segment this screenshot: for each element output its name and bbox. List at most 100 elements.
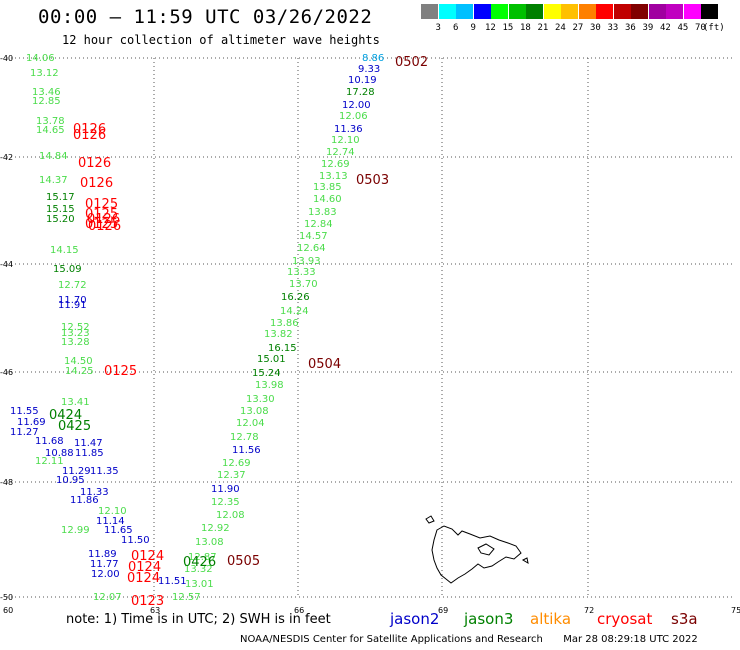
scale-label: 36 [625, 23, 636, 33]
pass-id-label: 0424 [49, 408, 82, 423]
pass-id-label: 0124 [131, 549, 164, 564]
legend-item-jason2: jason2 [390, 610, 440, 628]
wave-height-label: 11.55 [10, 406, 39, 417]
wave-height-label: 12.00 [91, 569, 120, 580]
wave-height-label: 12.10 [98, 506, 127, 517]
wave-height-label: 12.08 [216, 510, 245, 521]
pass-id-label: 0505 [227, 554, 260, 569]
wave-height-label: 11.70 [58, 295, 87, 306]
wave-height-label: 11.47 [74, 438, 103, 449]
pass-id-label: 0503 [356, 173, 389, 188]
wave-height-label: 11.65 [104, 525, 133, 536]
wave-height-label: 14.06 [26, 53, 55, 64]
wave-height-label: 11.35 [90, 466, 119, 477]
wave-height-label: 15.15 [46, 204, 75, 215]
wave-height-label: 10.19 [348, 75, 377, 86]
pass-id-label: 0126 [73, 122, 106, 137]
wave-height-label: 13.28 [61, 337, 90, 348]
scale-swatch [683, 4, 701, 19]
wave-height-label: 13.32 [184, 564, 213, 575]
wave-height-label: 8.86 [362, 53, 384, 64]
wave-height-label: 11.33 [80, 487, 109, 498]
wave-height-label: 12.04 [236, 418, 265, 429]
wave-height-label: 11.51 [158, 576, 187, 587]
scale-swatch [648, 4, 666, 19]
scale-swatch [631, 4, 648, 19]
wave-height-label: 11.89 [88, 549, 117, 560]
scale-swatch [666, 4, 683, 19]
wave-height-label: 14.15 [50, 245, 79, 256]
wave-height-label: 13.08 [195, 537, 224, 548]
lon-tick-label: 66 [294, 606, 304, 615]
wave-height-label: 13.12 [30, 68, 59, 79]
islet [521, 557, 529, 565]
lon-tick-label: 69 [438, 606, 448, 615]
wave-height-label: 12.87 [188, 552, 217, 563]
wave-height-label: 15.20 [46, 214, 75, 225]
wave-height-label: 16.26 [281, 292, 310, 303]
wave-height-label: 11.69 [17, 417, 46, 428]
lat-tick-label: -46 [0, 368, 13, 377]
wave-height-label: 17.28 [346, 87, 375, 98]
wave-height-label: 12.00 [342, 100, 371, 111]
wave-height-label: 12.85 [32, 96, 61, 107]
scale-label: 15 [502, 23, 514, 33]
wave-height-label: 13.30 [246, 394, 275, 405]
wave-height-label: 12.64 [297, 243, 326, 254]
scale-label: 70 [695, 23, 706, 33]
pass-id-label: 0126 [80, 176, 113, 191]
wave-height-values: 8.869.3310.1917.2812.0012.0611.3612.1012… [10, 53, 384, 603]
scale-swatch [421, 4, 438, 19]
pass-id-label: 0125 [85, 217, 118, 232]
wave-height-label: 14.60 [313, 194, 342, 205]
lat-tick-label: -40 [0, 54, 13, 63]
pass-id-label: 0502 [395, 55, 428, 70]
wave-height-label: 14.57 [299, 231, 328, 242]
wave-height-label: 12.57 [172, 592, 201, 603]
wave-height-label: 12.74 [326, 147, 355, 158]
wave-height-label: 11.90 [211, 484, 240, 495]
scale-swatch [438, 4, 456, 19]
scale-swatch [578, 4, 596, 19]
pass-id-label: 0504 [308, 357, 341, 372]
wave-height-label: 15.09 [53, 264, 82, 275]
scale-swatch [701, 4, 718, 19]
pass-id-label: 0124 [127, 571, 160, 586]
scale-swatch [596, 4, 613, 19]
scale-swatch [613, 4, 631, 19]
wave-height-label: 13.78 [36, 116, 65, 127]
wave-height-label: 12.69 [321, 159, 350, 170]
legend-item-altika: altika [530, 610, 572, 628]
wave-height-label: 11.14 [96, 516, 125, 527]
wave-height-label: 13.86 [270, 318, 299, 329]
wave-height-label: 11.27 [10, 427, 39, 438]
scale-swatch [456, 4, 473, 19]
pass-id-label: 0126 [73, 128, 106, 143]
lat-lon-grid [7, 58, 735, 597]
islet [425, 515, 435, 524]
units-note: note: 1) Time is in UTC; 2) SWH is in fe… [66, 612, 331, 627]
pass-id-label: 0125 [85, 197, 118, 212]
lon-tick-label: 72 [584, 606, 594, 615]
wave-height-label: 13.46 [32, 87, 61, 98]
wave-height-label: 12.35 [211, 497, 240, 508]
scale-label: 42 [660, 23, 671, 33]
lat-tick-label: -44 [0, 260, 13, 269]
pass-id-label: 0125 [85, 207, 118, 222]
scale-label: 9 [470, 23, 476, 33]
wave-height-label: 14.50 [64, 356, 93, 367]
wave-height-label: 13.98 [255, 380, 284, 391]
pass-id-label: 0123 [131, 594, 164, 609]
scale-swatch [508, 4, 526, 19]
legend-item-cryosat: cryosat [597, 610, 653, 628]
wave-height-label: 11.85 [75, 448, 104, 459]
wave-height-label: 13.13 [319, 171, 348, 182]
wave-height-label: 11.91 [58, 300, 87, 311]
pass-id-label: 0126 [78, 156, 111, 171]
wave-height-label: 12.99 [61, 525, 90, 536]
kerguelen-island [431, 525, 522, 584]
lat-tick-label: -48 [0, 478, 13, 487]
wave-height-label: 12.07 [93, 592, 122, 603]
wave-height-label: 14.37 [39, 175, 68, 186]
